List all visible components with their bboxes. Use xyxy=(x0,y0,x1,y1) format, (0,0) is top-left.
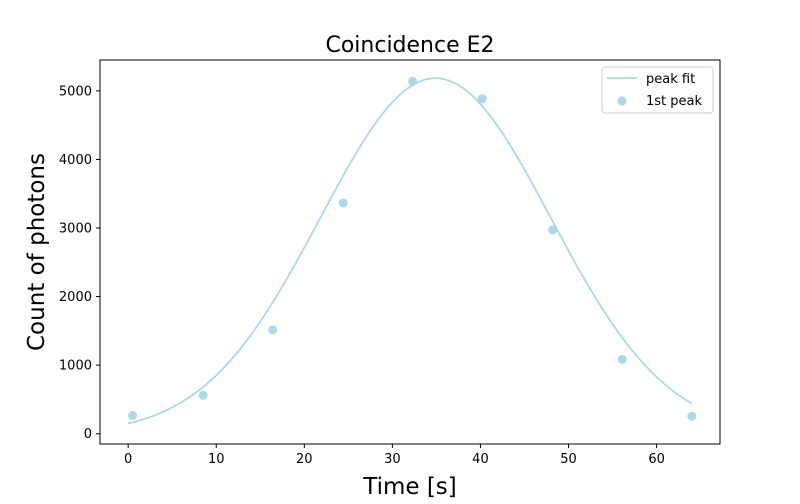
x-tick-label: 50 xyxy=(560,452,577,467)
legend-fit-label: peak fit xyxy=(646,72,695,87)
plot-background xyxy=(100,60,720,444)
fit-layer xyxy=(127,77,693,425)
y-axis-ticks: 0 1000 2000 3000 4000 5000 xyxy=(59,84,100,442)
x-tick-label: 10 xyxy=(208,452,225,467)
data-point xyxy=(198,390,208,400)
y-tick-label: 2000 xyxy=(59,290,92,305)
data-point xyxy=(548,225,558,235)
chart-title: Coincidence E2 xyxy=(325,33,494,58)
fit-curve xyxy=(127,77,693,425)
legend-points-swatch xyxy=(617,96,627,106)
data-point xyxy=(617,354,627,364)
x-axis-ticks: 0 10 20 30 40 50 60 xyxy=(124,444,665,467)
data-point xyxy=(477,94,487,104)
y-tick-label: 0 xyxy=(84,427,92,442)
points-layer xyxy=(128,76,697,421)
plot-frame xyxy=(99,59,721,445)
legend-points-label: 1st peak xyxy=(646,94,702,109)
data-point xyxy=(408,76,418,86)
x-tick-label: 30 xyxy=(384,452,401,467)
data-point xyxy=(338,198,348,208)
y-tick-label: 1000 xyxy=(59,359,92,374)
x-axis-label: Time [s] xyxy=(362,474,457,500)
data-point xyxy=(268,325,278,335)
y-tick-label: 3000 xyxy=(59,222,92,237)
x-tick-label: 0 xyxy=(124,452,132,467)
data-point xyxy=(128,411,138,421)
x-tick-label: 60 xyxy=(648,452,665,467)
x-tick-label: 20 xyxy=(296,452,313,467)
y-tick-label: 5000 xyxy=(59,84,92,99)
legend: peak fit 1st peak xyxy=(601,66,714,114)
x-tick-label: 40 xyxy=(472,452,489,467)
y-axis-label: Count of photons xyxy=(24,153,50,351)
y-tick-label: 4000 xyxy=(59,153,92,168)
data-point xyxy=(687,411,697,421)
